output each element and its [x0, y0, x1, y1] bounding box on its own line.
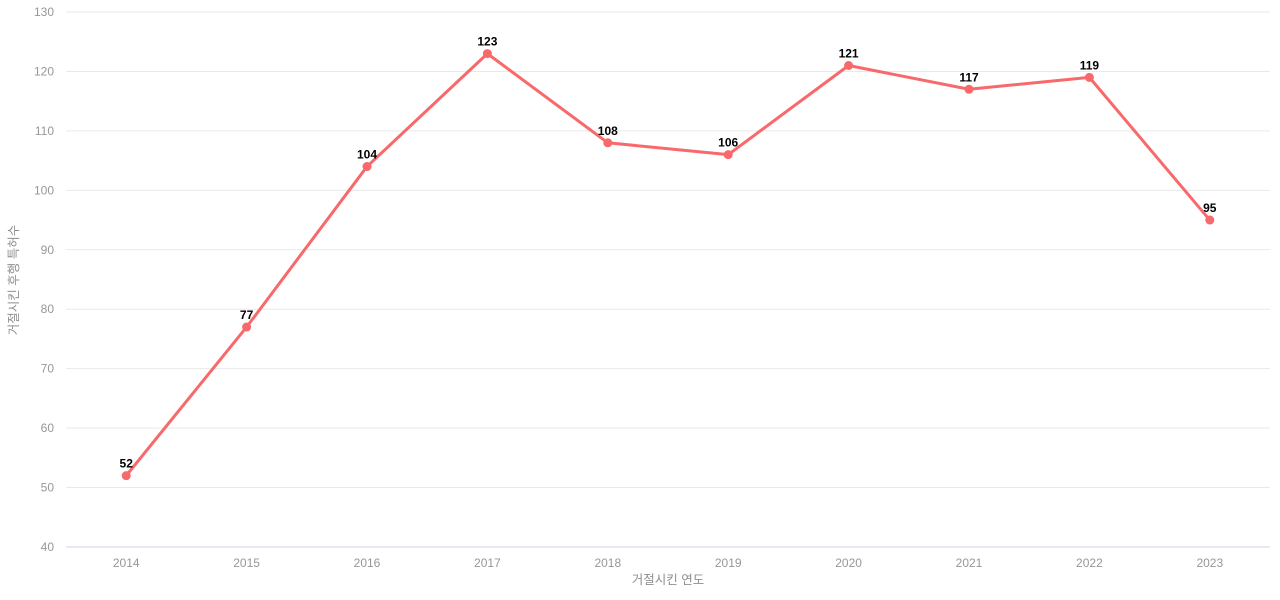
data-point-label: 52 — [120, 457, 134, 471]
data-point[interactable] — [362, 162, 372, 172]
y-tick-label: 70 — [41, 362, 55, 376]
data-point[interactable] — [121, 471, 131, 481]
x-tick-label: 2022 — [1076, 556, 1103, 570]
line-series-group: 52 77 104 123 108 106 121 117 119 95 — [120, 35, 1217, 481]
y-tick-label: 40 — [41, 540, 55, 554]
y-tick-label: 100 — [34, 183, 54, 197]
data-point-label: 106 — [718, 136, 738, 150]
x-tick-label: 2023 — [1196, 556, 1223, 570]
data-point-label: 108 — [598, 124, 618, 138]
x-tick-label: 2018 — [594, 556, 621, 570]
x-tick-label: 2017 — [474, 556, 501, 570]
x-tick-label: 2020 — [835, 556, 862, 570]
y-tick-label: 90 — [41, 243, 55, 257]
x-tick-label: 2014 — [113, 556, 140, 570]
x-tick-label: 2015 — [233, 556, 260, 570]
data-point-label: 77 — [240, 308, 254, 322]
y-tick-label: 60 — [41, 421, 55, 435]
data-point[interactable] — [603, 138, 613, 148]
data-point-label: 121 — [839, 47, 859, 61]
x-axis-title: 거절시킨 연도 — [632, 573, 704, 587]
data-point-label: 104 — [357, 148, 377, 162]
y-tick-label: 50 — [41, 481, 55, 495]
x-tick-label: 2019 — [715, 556, 742, 570]
data-point-label: 119 — [1080, 58, 1100, 72]
y-axis-title: 거절시킨 후행 특허수 — [6, 225, 21, 335]
data-point[interactable] — [844, 61, 854, 70]
data-point-label: 123 — [477, 35, 497, 49]
x-tick-label: 2016 — [354, 556, 381, 570]
data-point[interactable] — [1205, 215, 1215, 225]
data-point[interactable] — [964, 84, 974, 94]
y-tick-label: 80 — [41, 302, 55, 316]
data-point-label: 95 — [1203, 201, 1217, 215]
line-series — [124, 52, 1212, 478]
y-tick-label: 120 — [34, 64, 54, 78]
data-point[interactable] — [723, 150, 733, 160]
data-point-label: 117 — [959, 70, 979, 84]
gridlines-group — [66, 11, 1270, 548]
data-point[interactable] — [1084, 72, 1094, 82]
x-tick-label: 2021 — [956, 556, 983, 570]
data-point[interactable] — [482, 49, 492, 59]
tick-labels-group: 40 50 60 70 80 90 100 110 120 130 2014 2015 2016 2017… — [34, 5, 1224, 570]
data-point[interactable] — [242, 322, 252, 332]
y-tick-label: 110 — [35, 124, 54, 138]
y-tick-label: 130 — [34, 5, 54, 19]
